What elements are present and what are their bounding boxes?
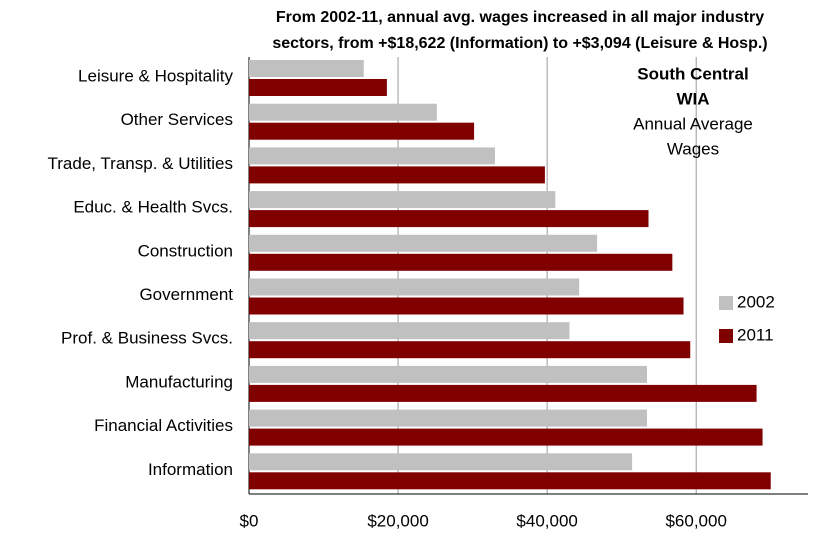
legend-swatch <box>719 296 733 310</box>
bar <box>249 79 387 96</box>
chart-title: sectors, from +$18,622 (Information) to … <box>272 35 767 52</box>
bar <box>249 341 691 359</box>
annotation: WIA <box>676 89 709 108</box>
bar <box>249 122 475 140</box>
bar <box>249 453 633 471</box>
y-tick-label: Government <box>139 285 233 304</box>
chart-title: From 2002-11, annual avg. wages increase… <box>276 9 764 26</box>
x-tick-label: $40,000 <box>516 511 577 530</box>
bar <box>249 210 649 228</box>
y-tick-label: Trade, Transp. & Utilities <box>48 154 234 173</box>
x-tick-label: $60,000 <box>665 511 726 530</box>
y-tick-label: Leisure & Hospitality <box>78 66 233 85</box>
y-tick-label: Construction <box>138 241 233 260</box>
annotation: South Central <box>637 64 748 83</box>
bar <box>249 278 580 296</box>
bar <box>249 60 364 77</box>
bar <box>249 365 648 383</box>
bar <box>249 147 495 165</box>
y-tick-label: Information <box>148 460 233 479</box>
bar <box>249 428 763 446</box>
bar <box>249 166 545 184</box>
x-tick-label: $20,000 <box>367 511 428 530</box>
bar <box>249 191 556 209</box>
y-tick-label: Financial Activities <box>94 416 233 435</box>
legend-label: 2011 <box>737 325 774 344</box>
bar <box>249 234 598 252</box>
bar <box>249 409 648 427</box>
bar <box>249 103 437 121</box>
y-tick-label: Other Services <box>121 110 233 129</box>
bar <box>249 322 570 340</box>
y-tick-label: Prof. & Business Svcs. <box>61 329 233 348</box>
annotation: Annual Average <box>633 114 753 133</box>
bar <box>249 297 684 315</box>
y-tick-label: Manufacturing <box>125 372 233 391</box>
annotation: Wages <box>667 139 719 158</box>
legend-swatch <box>719 329 733 343</box>
bar <box>249 384 757 402</box>
y-tick-label: Educ. & Health Svcs. <box>73 198 233 217</box>
bar <box>249 253 673 271</box>
legend-label: 2002 <box>737 292 775 311</box>
x-tick-label: $0 <box>240 511 259 530</box>
bar <box>249 472 771 490</box>
